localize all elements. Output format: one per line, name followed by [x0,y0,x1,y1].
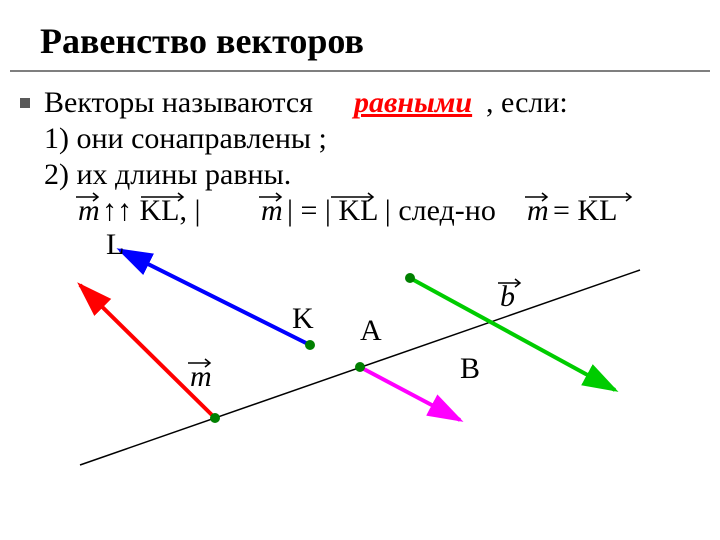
bullet-icon [20,98,30,108]
body-text-1: равными [354,86,472,120]
vector-KL [120,250,310,345]
body-text-3: 1) они сонаправлены ; [44,122,327,156]
vector-arrow-over-m-0 [76,192,102,202]
vector-m [80,285,215,418]
formula-part-3: | = | KL | след-но [287,194,496,228]
label-b-arrow-icon [498,278,524,288]
diagram-svg [60,230,660,490]
label-L: L [106,228,124,262]
body-text-0: Векторы называются [44,86,313,120]
vector-arrow-over-m-2 [259,192,285,202]
label-K: K [292,302,314,336]
label-B: B [460,352,480,386]
slide-title: Равенство векторов [40,20,364,62]
label-A: A [360,314,382,348]
vector-diagram: mLKABb [60,230,660,490]
vector-arrow-over-kl-1 [331,192,377,202]
title-underline [10,70,710,72]
vector-arrow-over-m-4 [525,192,551,202]
vector-AB-origin-dot [355,362,365,372]
vector-arrow-over-kl-0 [141,192,187,202]
vector-b-origin-dot [405,273,415,283]
vector-AB [360,367,460,420]
vector-KL-origin-dot [305,340,315,350]
body-text-2: , если: [486,86,568,120]
vector-arrow-over-kl-2 [589,192,635,202]
vector-m-origin-dot [210,413,220,423]
label-m-arrow-icon [188,358,214,368]
body-text-4: 2) их длины равны. [44,158,291,192]
